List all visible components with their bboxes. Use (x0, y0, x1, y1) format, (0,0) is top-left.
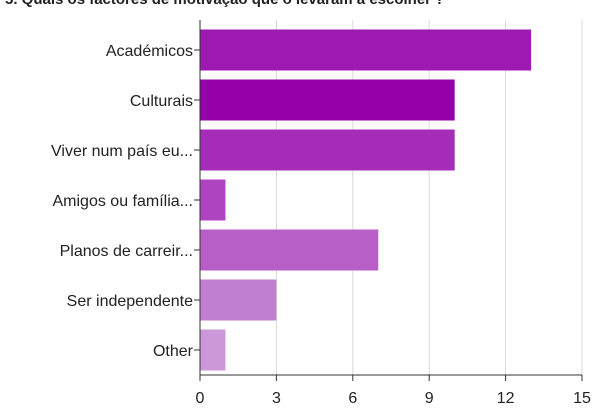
category-label-2: Viver num país eu... (51, 143, 193, 160)
x-tick-label-12: 12 (497, 390, 515, 407)
category-label-6: Other (153, 343, 194, 360)
bar-3 (200, 179, 226, 221)
category-label-4: Planos de carreir... (60, 243, 193, 260)
x-tick-label-15: 15 (573, 390, 591, 407)
bar-5 (200, 279, 277, 321)
x-tick-label-0: 0 (196, 390, 205, 407)
bar-2 (200, 129, 455, 171)
chart-title: 5. Quais os factores de motivação que o … (5, 0, 595, 9)
category-label-5: Ser independente (67, 293, 193, 310)
bar-4 (200, 229, 379, 271)
category-label-1: Culturais (130, 93, 193, 110)
x-tick-label-3: 3 (272, 390, 281, 407)
category-label-0: Académicos (106, 43, 193, 60)
bar-0 (200, 29, 532, 71)
bar-1 (200, 79, 455, 121)
category-label-3: Amigos ou família... (53, 193, 194, 210)
bar-6 (200, 329, 226, 371)
x-tick-label-6: 6 (348, 390, 357, 407)
x-tick-label-9: 9 (425, 390, 434, 407)
